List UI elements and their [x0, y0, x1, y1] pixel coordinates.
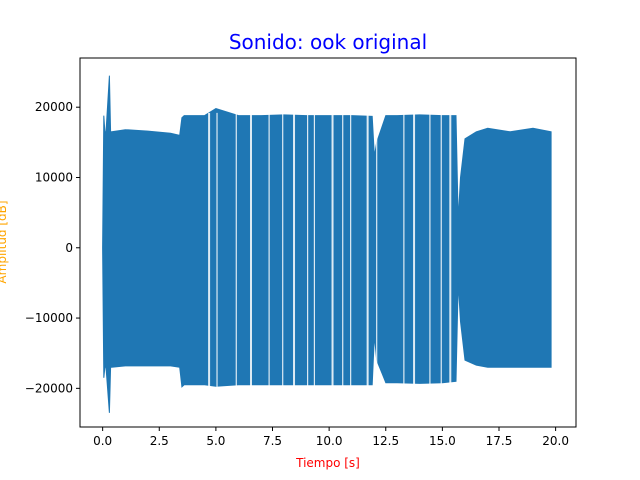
y-tick-label: 20000	[35, 100, 73, 114]
y-tick-label: −20000	[25, 381, 73, 395]
x-tick-label: 5.0	[206, 434, 225, 448]
axes-frame	[79, 57, 577, 428]
y-axis-ticks: −20000 −10000 0 10000 20000	[25, 100, 80, 395]
waveform-series	[102, 75, 552, 413]
x-tick-label: 12.5	[372, 434, 399, 448]
x-tick-label: 7.5	[263, 434, 282, 448]
x-tick-label: 20.0	[542, 434, 569, 448]
x-axis-label: Tiempo [s]	[295, 456, 360, 470]
y-tick-label: 10000	[35, 170, 73, 184]
x-tick-label: 0.0	[93, 434, 112, 448]
x-tick-label: 10.0	[316, 434, 343, 448]
x-axis-ticks: 0.0 2.5 5.0 7.5 10.0 12.5 15.0 17.5 20.0	[93, 427, 569, 448]
x-tick-label: 2.5	[150, 434, 169, 448]
x-tick-label: 17.5	[486, 434, 513, 448]
y-tick-label: −10000	[25, 311, 73, 325]
chart-title: Sonido: ook original	[229, 30, 427, 54]
plot-area	[102, 75, 552, 413]
y-tick-label: 0	[65, 241, 73, 255]
y-axis-label: Amplitud [dB]	[0, 200, 9, 283]
x-tick-label: 15.0	[429, 434, 456, 448]
